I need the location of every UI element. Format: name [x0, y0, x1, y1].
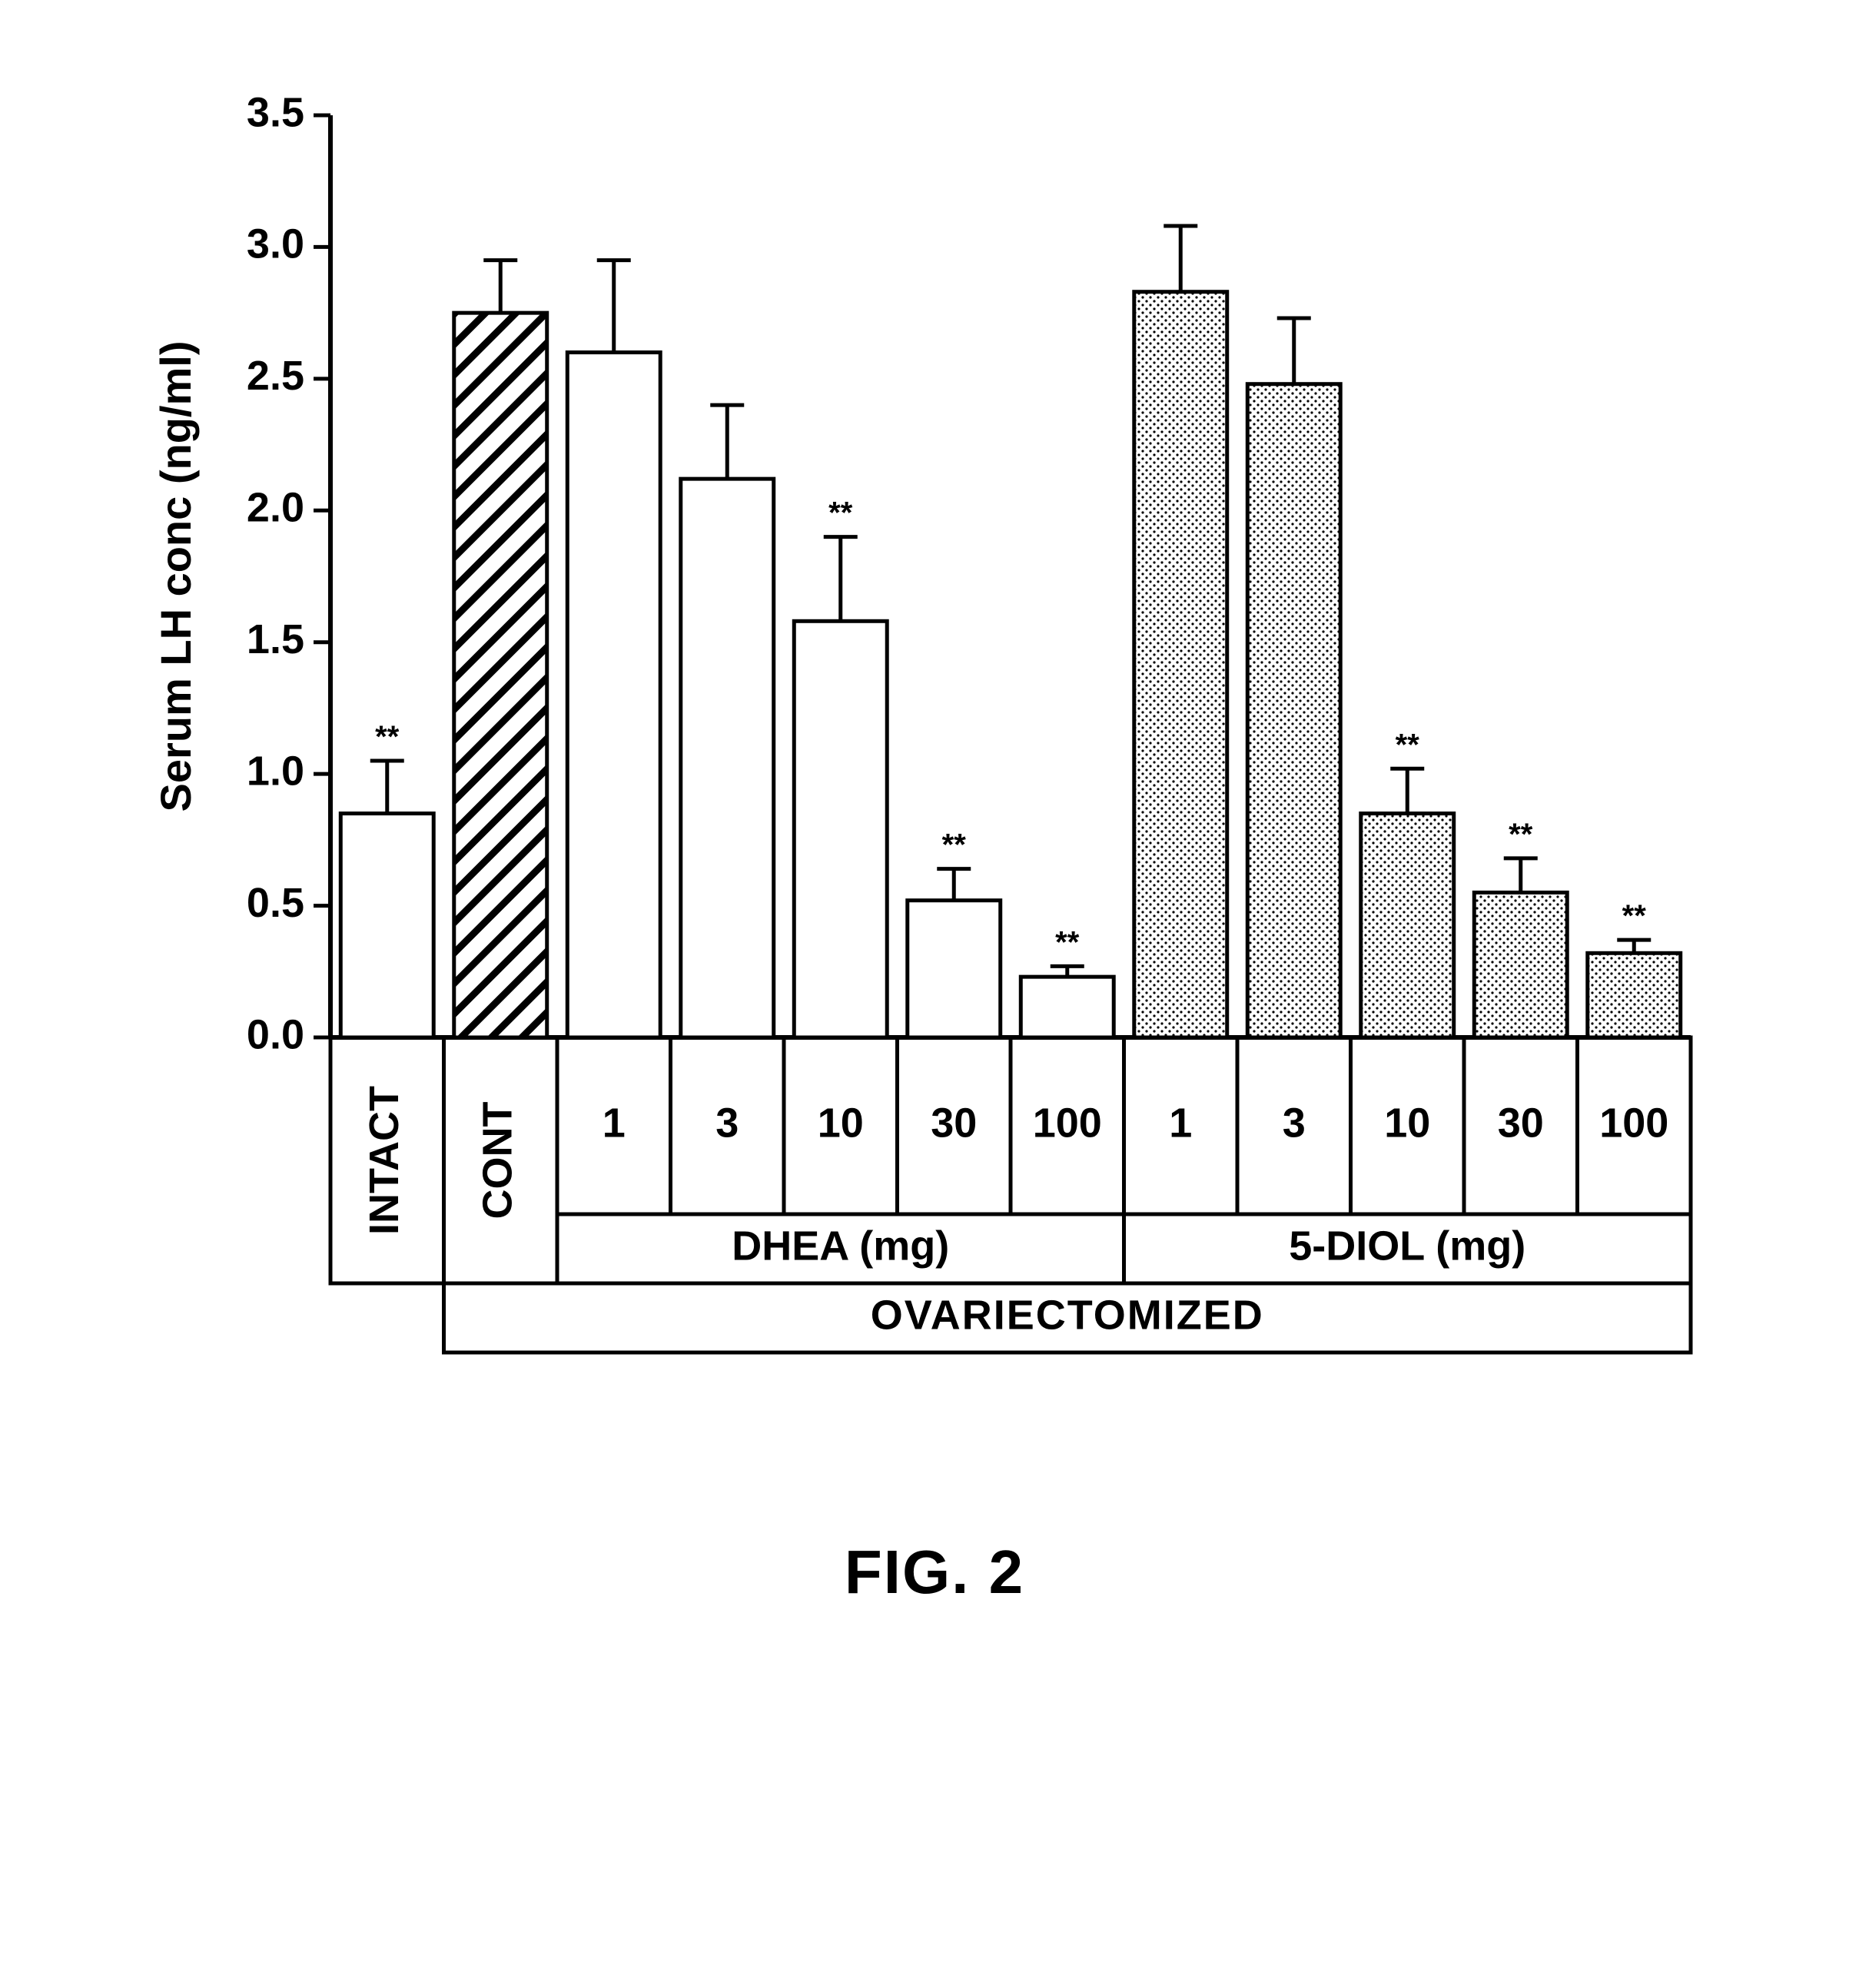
svg-text:3.5: 3.5: [247, 92, 304, 135]
svg-text:1: 1: [603, 1100, 626, 1146]
svg-text:**: **: [942, 828, 967, 862]
svg-text:**: **: [1509, 818, 1533, 851]
bar-DIOL_10: [1361, 814, 1454, 1037]
svg-text:2.5: 2.5: [247, 353, 304, 399]
svg-text:**: **: [1055, 925, 1080, 959]
svg-text:**: **: [1622, 899, 1647, 933]
svg-text:1: 1: [1169, 1100, 1192, 1146]
svg-text:30: 30: [1498, 1100, 1544, 1146]
svg-text:**: **: [1396, 728, 1420, 762]
bar-DIOL_100: [1588, 953, 1681, 1037]
bar-DHEA_3: [681, 479, 774, 1037]
bar-DHEA_30: [908, 901, 1001, 1037]
bar-CONT: [454, 313, 547, 1037]
svg-text:1.0: 1.0: [247, 748, 304, 794]
figure-caption: FIG. 2: [0, 1537, 1869, 1608]
svg-text:10: 10: [1384, 1100, 1430, 1146]
bar-DHEA_100: [1021, 977, 1114, 1037]
svg-text:0.0: 0.0: [247, 1011, 304, 1057]
svg-text:3.0: 3.0: [247, 221, 304, 267]
svg-text:Serum LH conc (ng/ml): Serum LH conc (ng/ml): [154, 341, 200, 812]
bar-DHEA_10: [794, 621, 887, 1037]
svg-text:100: 100: [1599, 1100, 1668, 1146]
svg-text:2.0: 2.0: [247, 485, 304, 531]
svg-text:30: 30: [931, 1100, 977, 1146]
svg-text:1.5: 1.5: [247, 616, 304, 662]
serum-lh-bar-chart: 0.0 0.5 1.0 1.5 2.0 2.5 3.0 3.5 Serum LH conc (n…: [154, 92, 1715, 1475]
svg-text:10: 10: [818, 1100, 864, 1146]
svg-text:3: 3: [715, 1100, 739, 1146]
bar-DIOL_3: [1247, 384, 1340, 1037]
svg-text:DHEA (mg): DHEA (mg): [732, 1223, 949, 1269]
svg-text:0.5: 0.5: [247, 880, 304, 926]
bar-DIOL_1: [1134, 292, 1227, 1037]
bar-DIOL_30: [1474, 892, 1567, 1037]
svg-text:INTACT: INTACT: [361, 1086, 407, 1235]
svg-text:**: **: [828, 496, 853, 530]
bar-DHEA_1: [567, 353, 660, 1037]
svg-text:**: **: [375, 720, 400, 754]
svg-text:OVARIECTOMIZED: OVARIECTOMIZED: [871, 1292, 1264, 1338]
svg-text:CONT: CONT: [475, 1101, 521, 1219]
svg-text:100: 100: [1033, 1100, 1102, 1146]
svg-text:3: 3: [1283, 1100, 1306, 1146]
bar-INTACT: [340, 814, 433, 1037]
svg-text:5-DIOL (mg): 5-DIOL (mg): [1289, 1223, 1525, 1269]
